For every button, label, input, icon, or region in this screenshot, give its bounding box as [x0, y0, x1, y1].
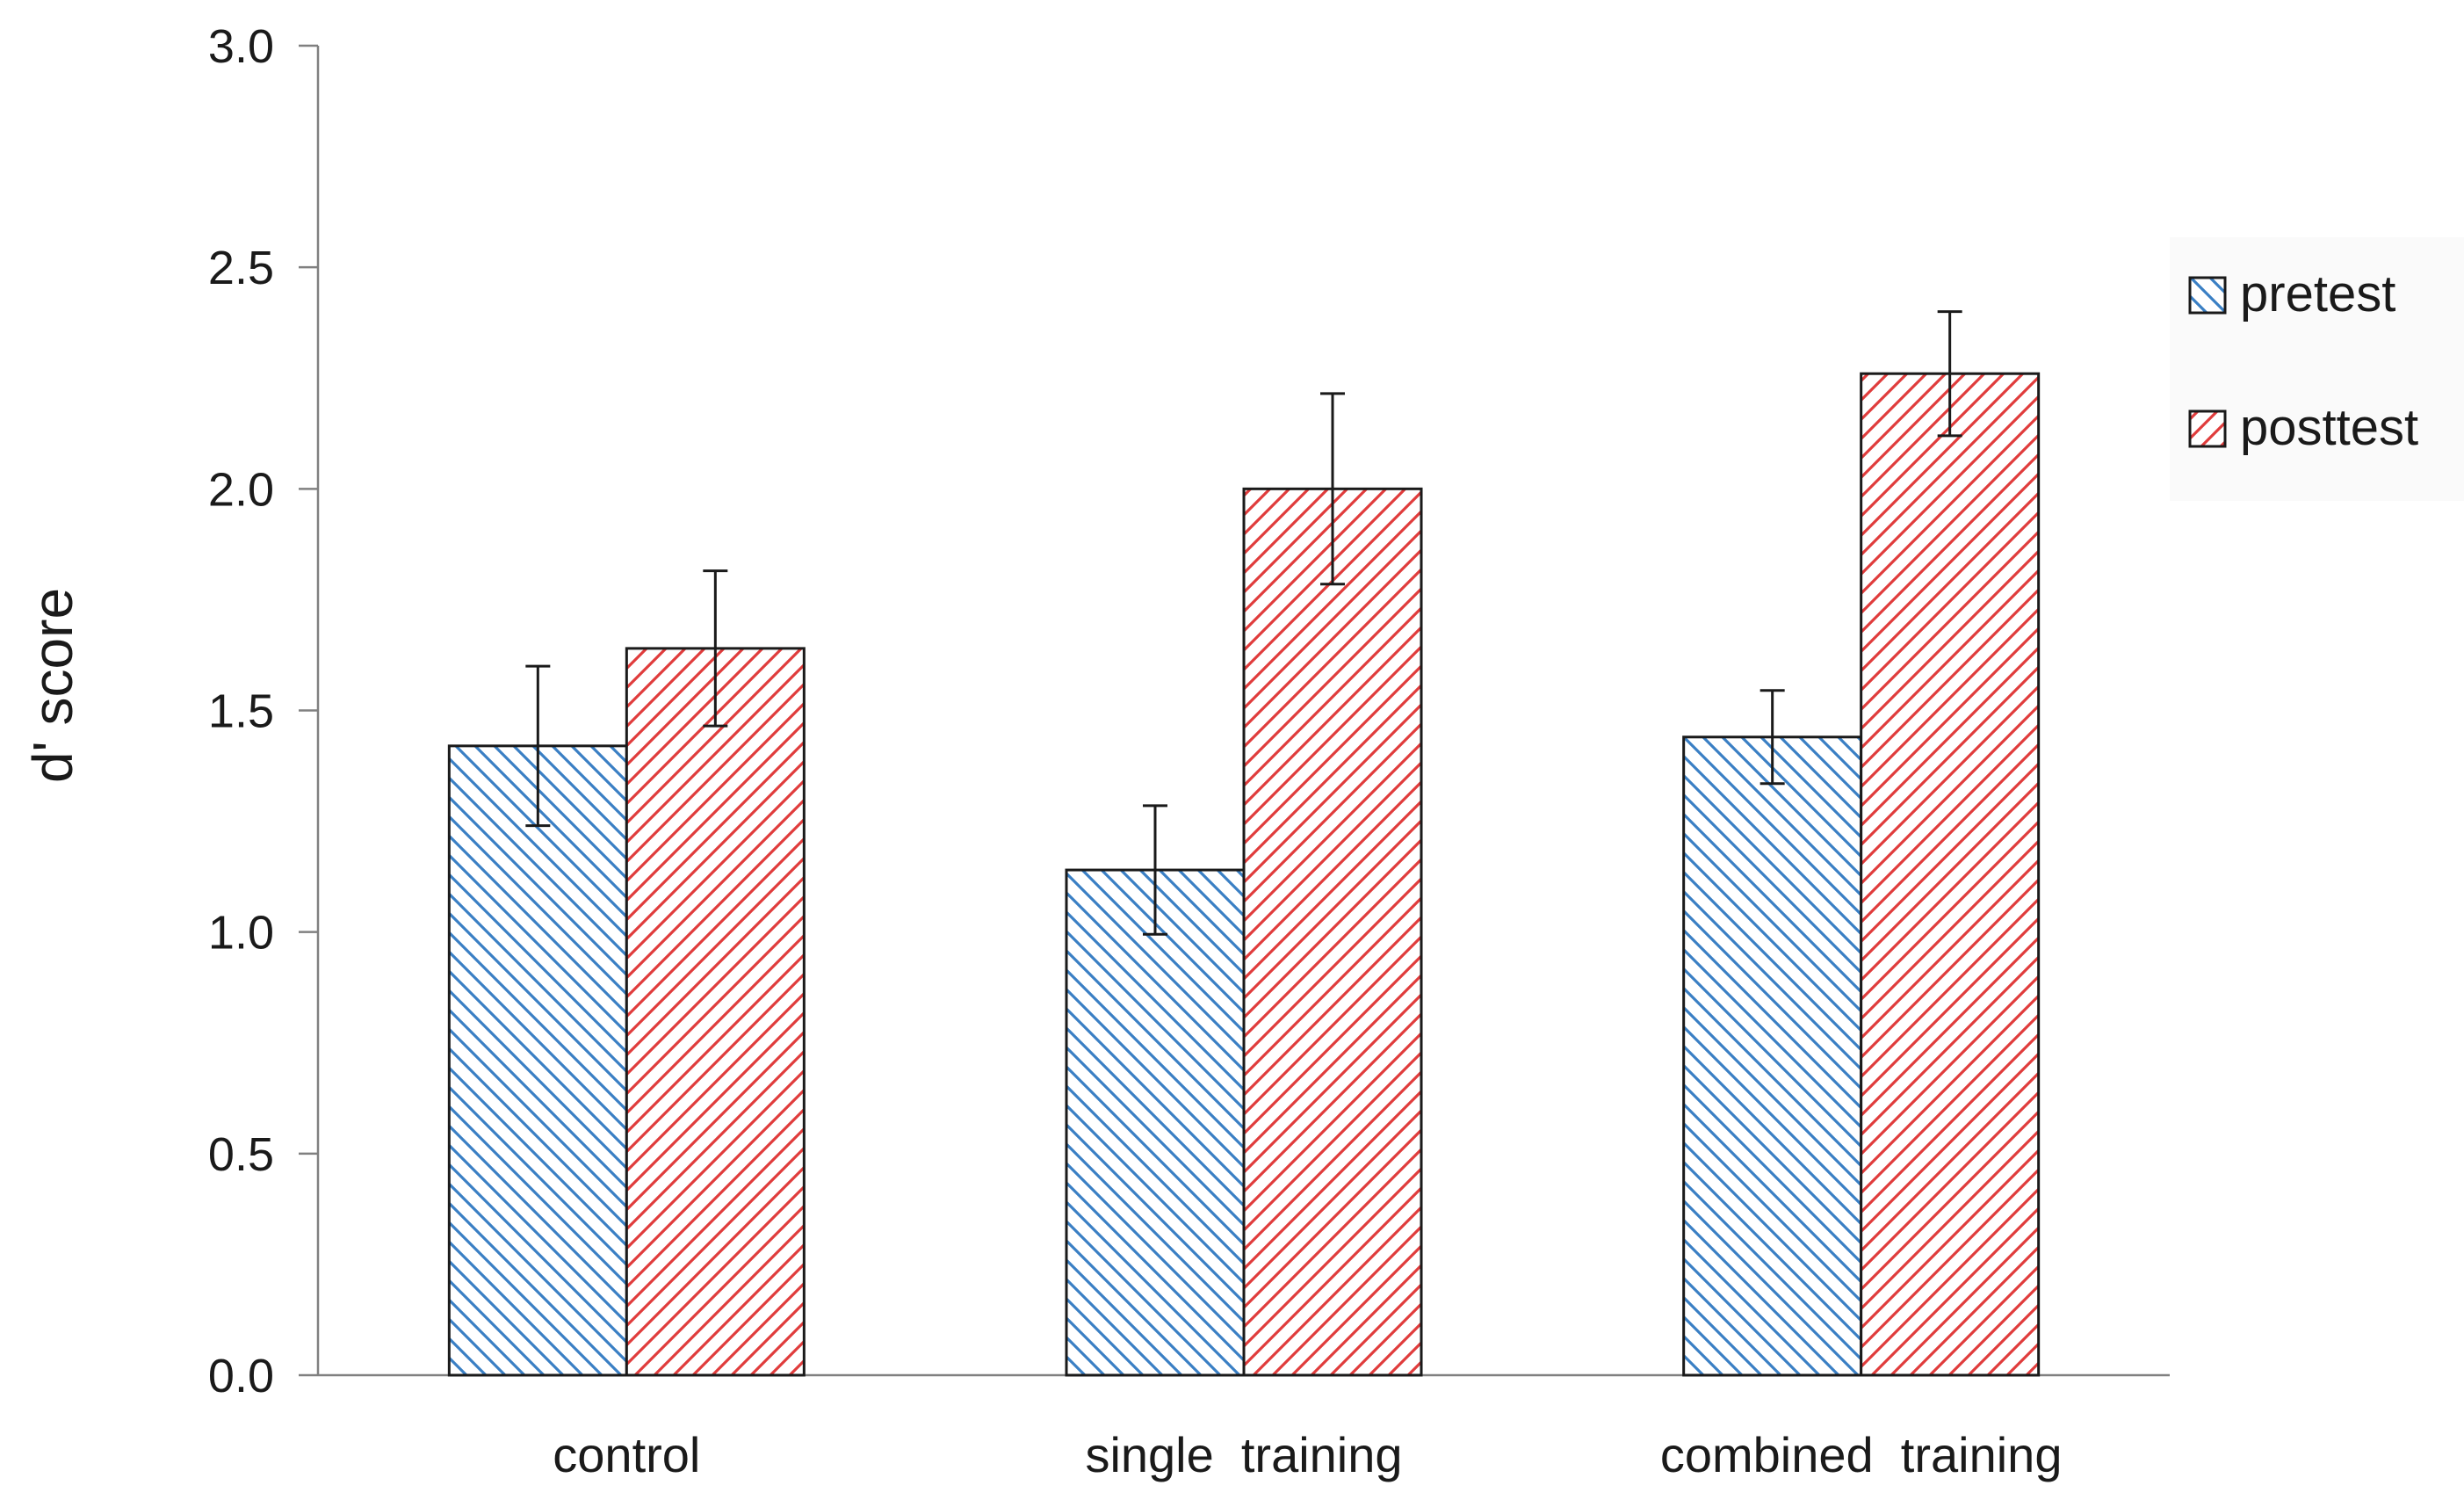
bars [447, 372, 2041, 1377]
error-bars [525, 310, 1962, 936]
y-tick-label: 1.0 [208, 907, 274, 960]
bar-posttest-2 [1242, 487, 1423, 1377]
y-tick-label: 2.5 [208, 242, 274, 294]
x-category-label: combined training [1660, 1427, 2063, 1482]
legend: pretest posttest [2188, 265, 2418, 456]
legend-label-posttest: posttest [2240, 399, 2418, 456]
y-tick-label: 0.0 [208, 1350, 274, 1402]
x-category-label: single training [1085, 1427, 1402, 1482]
x-category-label: control [553, 1427, 700, 1482]
legend-swatch-pretest [2188, 276, 2227, 315]
bar-pretest-2 [1065, 868, 1246, 1377]
y-tick-label: 0.5 [208, 1128, 274, 1181]
y-axis-title: d' score [21, 588, 84, 783]
bar-posttest-3 [1860, 372, 2041, 1377]
y-tick-label: 2.0 [208, 463, 274, 516]
y-tick-label: 3.0 [208, 20, 274, 73]
legend-swatch-posttest [2188, 409, 2227, 448]
bar-pretest-3 [1682, 735, 1863, 1377]
y-tick-label: 1.5 [208, 685, 274, 738]
legend-label-pretest: pretest [2240, 265, 2395, 322]
bar-pretest-1 [447, 744, 628, 1377]
bar-posttest-1 [625, 647, 806, 1377]
